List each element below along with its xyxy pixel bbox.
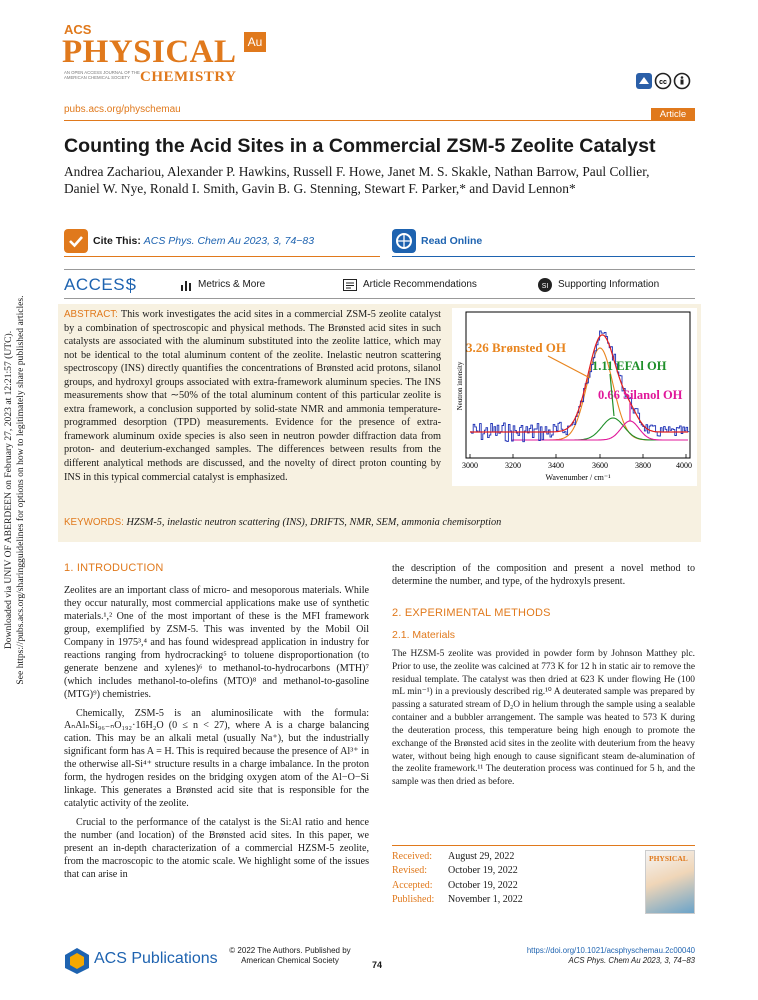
date-value: August 29, 2022	[448, 851, 515, 862]
left-column: 1. INTRODUCTION Zeolites are an importan…	[64, 562, 369, 882]
access-item[interactable]: Supporting Information	[558, 279, 660, 290]
access-sep	[130, 278, 131, 293]
side-note-line: Downloaded via UNIV OF ABERDEEN on Febru…	[3, 330, 14, 650]
x-tick-label: 3200	[505, 461, 521, 470]
cover-title: PHYSICAL	[649, 854, 688, 863]
copyright: © 2022 The Authors. Published by America…	[222, 946, 358, 965]
footer-right: https://doi.org/10.1021/acsphyschemau.2c…	[495, 946, 695, 965]
metrics-icon	[181, 281, 191, 291]
paragraph: Zeolites are an important class of micro…	[64, 584, 369, 700]
plot-frame	[465, 311, 691, 459]
logo-tagline: AN OPEN ACCESS JOURNAL OF THE AMERICAN C…	[64, 70, 140, 80]
svg-text:cc: cc	[659, 79, 667, 86]
x-tick-label: 3600	[592, 461, 608, 470]
paragraph: Chemically, ZSM-5 is an aluminosilicate …	[64, 707, 369, 810]
x-tick-label: 4000	[676, 461, 692, 470]
svg-text:SI: SI	[542, 283, 549, 290]
right-column: the description of the composition and p…	[392, 563, 695, 789]
cite-text[interactable]: ACS Phys. Chem Au 2023, 3, 74−83	[143, 235, 315, 247]
access-label: ACCESS	[64, 275, 137, 294]
license-icons: cc	[636, 72, 691, 90]
cite-icon	[64, 229, 88, 253]
logo-physical: PHYSICAL	[62, 34, 237, 70]
access-rule	[64, 269, 695, 270]
date-label: Received:	[392, 851, 432, 862]
spectrum-curve	[470, 334, 688, 433]
dates-rule	[392, 845, 695, 846]
abstract-label: ABSTRACT:	[64, 309, 118, 320]
paragraph: the description of the composition and p…	[392, 563, 695, 587]
read-rule	[392, 256, 695, 257]
logo-badge: Au	[244, 32, 266, 52]
date-value: October 19, 2022	[448, 865, 518, 877]
cite-label: Cite This:	[93, 235, 141, 247]
access-rule	[64, 298, 695, 299]
acs-logo	[65, 948, 89, 974]
x-tick-label: 3000	[462, 461, 478, 470]
si-icon: SI	[538, 278, 552, 292]
read-online[interactable]: Read Online	[421, 235, 483, 247]
keywords: KEYWORDS: HZSM-5, inelastic neutron scat…	[64, 517, 695, 528]
subsection-heading: 2.1. Materials	[392, 628, 456, 641]
authors: Andrea Zachariou, Alexander P. Hawkins, …	[64, 164, 650, 196]
side-note-line: See https://pubs.acs.org/sharingguidelin…	[15, 295, 26, 685]
logo-acs: ACS	[64, 22, 92, 37]
date-label: Published:	[392, 893, 435, 905]
page-number: 74	[372, 960, 383, 970]
article-title: Counting the Acid Sites in a Commercial …	[64, 135, 656, 157]
cite: Cite This: ACS Phys. Chem Au 2023, 3, 74…	[93, 235, 314, 247]
footer-citation: ACS Phys. Chem Au 2023, 3, 74−83	[568, 955, 696, 965]
peak-label: 3.26 Brønsted OH	[466, 340, 566, 355]
journal-url[interactable]: pubs.acs.org/physchemau	[64, 104, 181, 115]
side-note: Downloaded via UNIV OF ABERDEEN on Febru…	[3, 280, 27, 700]
copyright-line: © 2022 The Authors. Published by	[229, 946, 351, 955]
x-axis-title: Wavenumber / cm⁻¹	[545, 473, 611, 482]
y-axis-title: Neutron intensity	[456, 361, 464, 410]
date-value: October 19, 2022	[448, 879, 518, 891]
dates: Received: August 29, 2022 Revised: October…	[392, 850, 523, 907]
copyright-line: American Chemical Society	[241, 955, 339, 965]
access-item[interactable]: Article Recommendations	[363, 279, 477, 290]
cite-rule	[64, 256, 380, 257]
publisher: ACS Publications	[94, 950, 218, 967]
section-heading: 2. EXPERIMENTAL METHODS	[392, 606, 551, 619]
toc-graphic: 3000 3200 3400 3600 3800 4000 Wavenumber…	[452, 308, 697, 486]
peak-label: 0.66 Silanol OH	[598, 388, 683, 402]
abstract-text: This work investigates the acid sites in…	[64, 309, 441, 483]
x-ticks	[469, 454, 687, 458]
cover-thumbnail: PHYSICAL	[645, 850, 695, 914]
read-online-icon[interactable]	[392, 229, 416, 253]
date-value: November 1, 2022	[448, 893, 523, 905]
paragraph: Crucial to the performance of the cataly…	[64, 817, 369, 880]
x-tick-label: 3800	[635, 461, 651, 470]
doi[interactable]: https://doi.org/10.1021/acsphyschemau.2c…	[526, 946, 695, 955]
date-label: Accepted:	[392, 879, 433, 891]
keywords-label: KEYWORDS:	[64, 517, 124, 528]
paragraph: The HZSM-5 zeolite was provided in powde…	[392, 648, 695, 788]
header-rule	[64, 120, 695, 121]
recs-icon	[343, 279, 357, 291]
spectrum-curve	[512, 420, 688, 441]
x-tick-label: 3400	[548, 461, 564, 470]
article-type: Article	[651, 108, 695, 121]
curves	[470, 330, 690, 443]
section-heading: 1. INTRODUCTION	[64, 562, 164, 574]
keywords-text: HZSM-5, inelastic neutron scattering (IN…	[126, 517, 502, 528]
date-label: Revised:	[392, 865, 427, 877]
logo-chemistry: CHEMISTRY	[140, 69, 237, 85]
abstract: ABSTRACT: This work investigates the aci…	[64, 308, 695, 486]
access-item[interactable]: Metrics & More	[198, 279, 266, 290]
peak-label: 1.11 EFAl OH	[592, 359, 667, 373]
